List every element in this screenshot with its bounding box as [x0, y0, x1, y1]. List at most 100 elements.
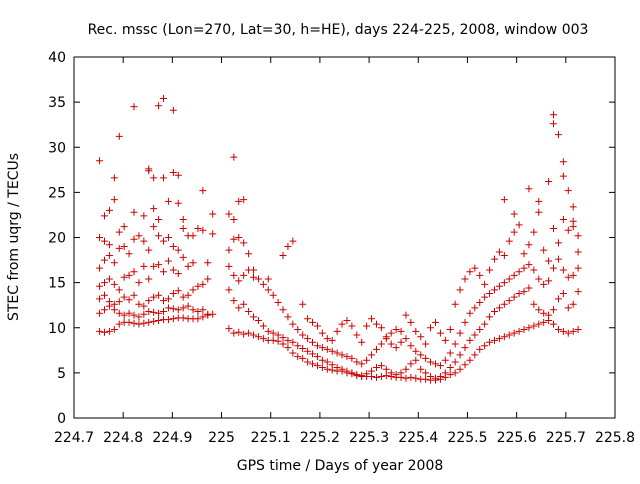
y-tick-label: 25	[48, 185, 66, 201]
data-point	[150, 317, 158, 325]
data-point	[412, 374, 420, 382]
data-point	[387, 369, 395, 377]
data-point	[520, 264, 528, 272]
data-point	[446, 371, 454, 379]
x-tick: 225.1	[251, 57, 291, 446]
data-point	[471, 351, 479, 359]
y-tick-label: 0	[57, 411, 66, 427]
data-point	[569, 223, 577, 231]
data-point	[372, 363, 380, 371]
data-point	[574, 232, 582, 240]
data-point	[120, 273, 128, 281]
data-point	[348, 322, 356, 330]
data-point	[574, 288, 582, 296]
data-point	[179, 314, 187, 322]
data-point	[495, 335, 503, 343]
data-point	[535, 306, 543, 314]
data-point	[500, 300, 508, 308]
data-point	[96, 309, 104, 317]
x-tick: 225.3	[349, 57, 389, 446]
data-point	[407, 318, 415, 326]
data-point	[100, 328, 108, 336]
data-point	[387, 340, 395, 348]
data-point	[140, 237, 148, 245]
data-point	[235, 197, 243, 205]
data-point	[115, 132, 123, 140]
y-tick: 25	[48, 185, 615, 201]
data-point	[299, 331, 307, 339]
data-point	[535, 320, 543, 328]
data-point	[96, 157, 104, 165]
data-point	[515, 221, 523, 229]
data-point	[505, 331, 513, 339]
data-point	[328, 336, 336, 344]
data-point	[189, 232, 197, 240]
data-point	[264, 286, 272, 294]
data-point	[559, 327, 567, 335]
y-tick-label: 20	[48, 231, 66, 247]
data-point	[338, 320, 346, 328]
data-point	[318, 356, 326, 364]
data-point	[510, 271, 518, 279]
data-point	[328, 361, 336, 369]
data-point	[135, 279, 143, 287]
data-point	[441, 336, 449, 344]
data-point	[105, 206, 113, 214]
data-point	[343, 353, 351, 361]
data-point	[491, 336, 499, 344]
x-tick-label: 224.9	[152, 430, 192, 446]
data-point	[96, 327, 104, 335]
data-point	[294, 353, 302, 361]
data-point	[486, 338, 494, 346]
data-point	[392, 326, 400, 334]
data-point	[427, 324, 435, 332]
data-point	[254, 333, 262, 341]
data-point	[545, 178, 553, 186]
data-point	[110, 259, 118, 267]
data-point	[461, 361, 469, 369]
y-tick-label: 15	[48, 276, 66, 292]
x-axis-label: GPS time / Days of year 2008	[237, 458, 444, 474]
data-point	[250, 273, 258, 281]
data-point	[372, 373, 380, 381]
data-point	[245, 329, 253, 337]
data-point	[569, 300, 577, 308]
data-point	[259, 280, 267, 288]
y-tick-label: 10	[48, 321, 66, 337]
y-tick-label: 35	[48, 95, 66, 111]
data-point	[358, 372, 366, 380]
data-point	[204, 310, 212, 318]
data-point	[174, 306, 182, 314]
data-point	[554, 295, 562, 303]
data-point	[520, 288, 528, 296]
data-point	[240, 239, 248, 247]
data-point	[358, 360, 366, 368]
data-point	[466, 356, 474, 364]
data-point	[194, 224, 202, 232]
data-point	[505, 237, 513, 245]
data-point	[230, 153, 238, 161]
data-point	[402, 365, 410, 373]
data-point	[155, 102, 163, 110]
data-point	[100, 291, 108, 299]
data-point	[240, 330, 248, 338]
data-point	[559, 266, 567, 274]
y-tick: 30	[48, 140, 615, 156]
data-point	[377, 340, 385, 348]
data-point	[323, 345, 331, 353]
y-tick-label: 5	[57, 366, 66, 382]
data-point	[530, 322, 538, 330]
data-point	[387, 329, 395, 337]
data-point	[338, 351, 346, 359]
data-point	[115, 286, 123, 294]
data-point	[96, 295, 104, 303]
data-point	[481, 342, 489, 350]
data-point	[130, 291, 138, 299]
data-point	[441, 369, 449, 377]
data-point	[427, 358, 435, 366]
data-point	[145, 167, 153, 175]
data-point	[564, 273, 572, 281]
data-point	[160, 297, 168, 305]
data-point	[250, 266, 258, 274]
data-point	[120, 311, 128, 319]
